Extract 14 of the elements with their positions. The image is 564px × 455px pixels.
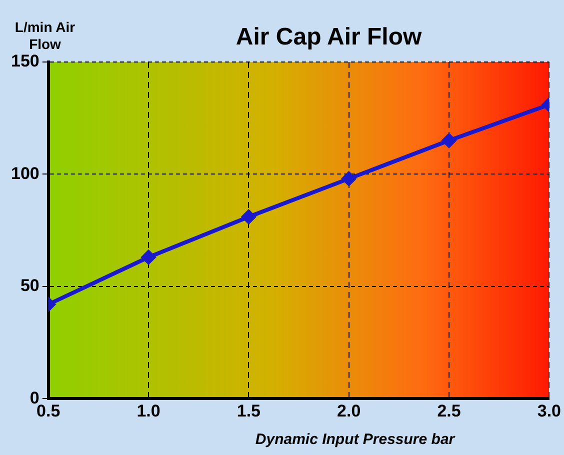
- y-tick-label: 150: [10, 52, 40, 71]
- x-tick-label: 3.0: [537, 401, 562, 420]
- y-axis-title: L/min Air Flow: [14, 18, 76, 52]
- x-tick-label: 0.5: [36, 401, 60, 420]
- point: [342, 172, 356, 186]
- point: [242, 210, 256, 224]
- x-tick-label: 2.5: [437, 401, 461, 420]
- y-tick-label: 50: [20, 276, 40, 296]
- chart-title: Air Cap Air Flow: [236, 24, 422, 51]
- x-axis-title: Dynamic Input Pressure bar: [255, 431, 456, 448]
- x-tick-label: 2.0: [337, 401, 361, 420]
- y-tick-label: 100: [10, 164, 40, 183]
- x-tick-label: 1.5: [236, 401, 261, 420]
- x-tick-label: 1.0: [136, 401, 160, 420]
